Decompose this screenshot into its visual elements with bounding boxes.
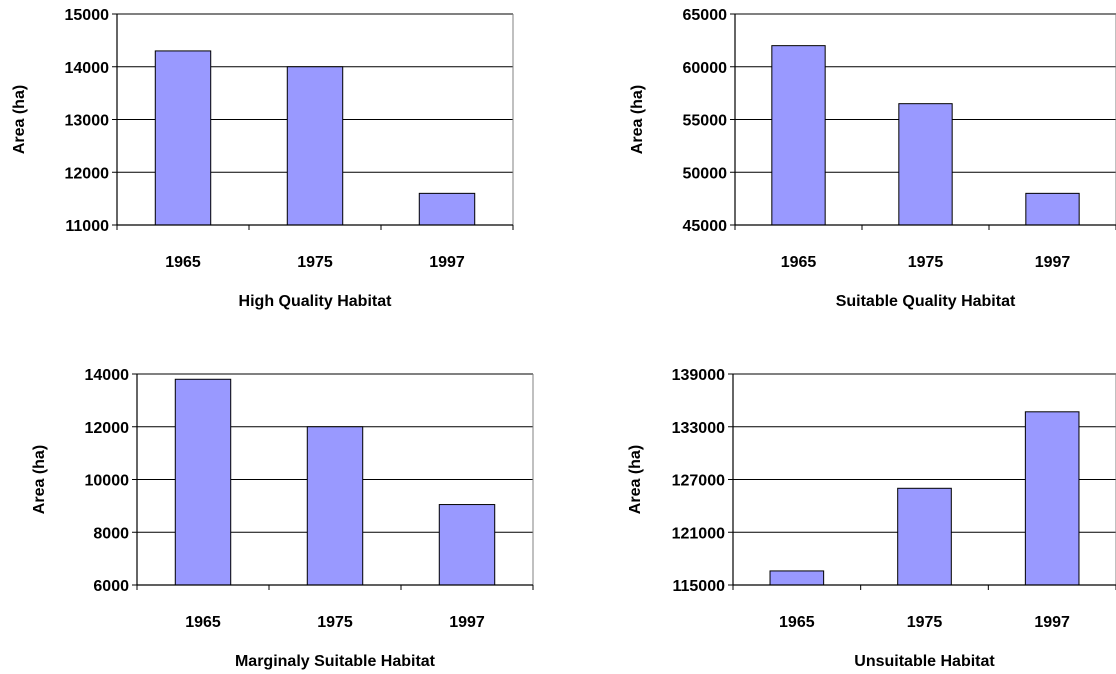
y-tick-label: 115000 xyxy=(672,578,725,595)
x-axis-label: Unsuitable Habitat xyxy=(854,653,995,670)
x-tick-label: 1975 xyxy=(908,254,944,271)
bar-1997 xyxy=(1024,411,1080,586)
x-tick-label: 1997 xyxy=(1034,614,1070,631)
x-axis-label: Marginaly Suitable Habitat xyxy=(235,653,436,670)
y-tick-label: 11000 xyxy=(65,218,109,235)
y-axis-label: Area (ha) xyxy=(627,445,644,514)
chart-3: 6000 8000 10000 12000 14000 1965 1975 1997 Margi… xyxy=(31,367,534,670)
x-axis-label: High Quality Habitat xyxy=(239,293,393,310)
x-tick-label: 1997 xyxy=(449,614,485,631)
y-axis-label: Area (ha) xyxy=(629,85,646,154)
x-tick-label: 1997 xyxy=(429,254,465,271)
bar-1997 xyxy=(418,192,476,226)
y-tick-label: 6000 xyxy=(93,578,129,595)
chart-4: 115000 121000 127000 133000 139000 1965 1975 19… xyxy=(627,367,1116,670)
bar-1997 xyxy=(438,504,496,586)
x-tick-label: 1965 xyxy=(185,614,221,631)
y-tick-label: 10000 xyxy=(85,473,130,490)
y-axis-label: Area (ha) xyxy=(31,445,48,514)
y-tick-label: 121000 xyxy=(672,525,725,542)
bar-1965 xyxy=(771,45,826,226)
x-tick-label: 1975 xyxy=(297,254,333,271)
y-tick-label: 139000 xyxy=(672,367,725,384)
y-tick-label: 60000 xyxy=(683,60,728,77)
bar-1975 xyxy=(897,487,952,586)
y-tick-label: 14000 xyxy=(85,367,130,384)
x-axis-label: Suitable Quality Habitat xyxy=(836,293,1016,310)
y-tick-label: 15000 xyxy=(65,7,110,24)
y-tick-label: 55000 xyxy=(683,113,728,130)
bar-1975 xyxy=(306,426,364,586)
x-tick-label: 1965 xyxy=(165,254,201,271)
x-tick-label: 1965 xyxy=(779,614,815,631)
bar-1965 xyxy=(769,570,825,586)
y-tick-label: 50000 xyxy=(683,165,728,182)
y-tick-label: 133000 xyxy=(672,420,725,437)
y-tick-label: 8000 xyxy=(93,525,129,542)
y-tick-label: 65000 xyxy=(683,7,728,24)
y-tick-label: 45000 xyxy=(683,218,728,235)
x-tick-label: 1965 xyxy=(781,254,817,271)
y-tick-label: 12000 xyxy=(85,420,130,437)
x-tick-label: 1997 xyxy=(1035,254,1071,271)
y-tick-label: 13000 xyxy=(65,113,110,130)
y-tick-label: 14000 xyxy=(65,60,110,77)
x-tick-label: 1975 xyxy=(317,614,353,631)
bar-1965 xyxy=(154,50,212,226)
bar-1975 xyxy=(898,103,953,226)
y-tick-label: 12000 xyxy=(65,165,110,182)
bar-1975 xyxy=(286,66,344,226)
chart-2: 45000 50000 55000 60000 65000 1965 1975 1997 Sui… xyxy=(629,7,1116,310)
y-axis-label: Area (ha) xyxy=(11,85,28,154)
chart-1: 11000 12000 13000 14000 15000 1965 1975 1997 Hig… xyxy=(11,7,514,310)
y-tick-label: 127000 xyxy=(672,473,725,490)
bar-1965 xyxy=(174,378,232,586)
bar-1997 xyxy=(1025,192,1080,226)
x-tick-label: 1975 xyxy=(907,614,943,631)
